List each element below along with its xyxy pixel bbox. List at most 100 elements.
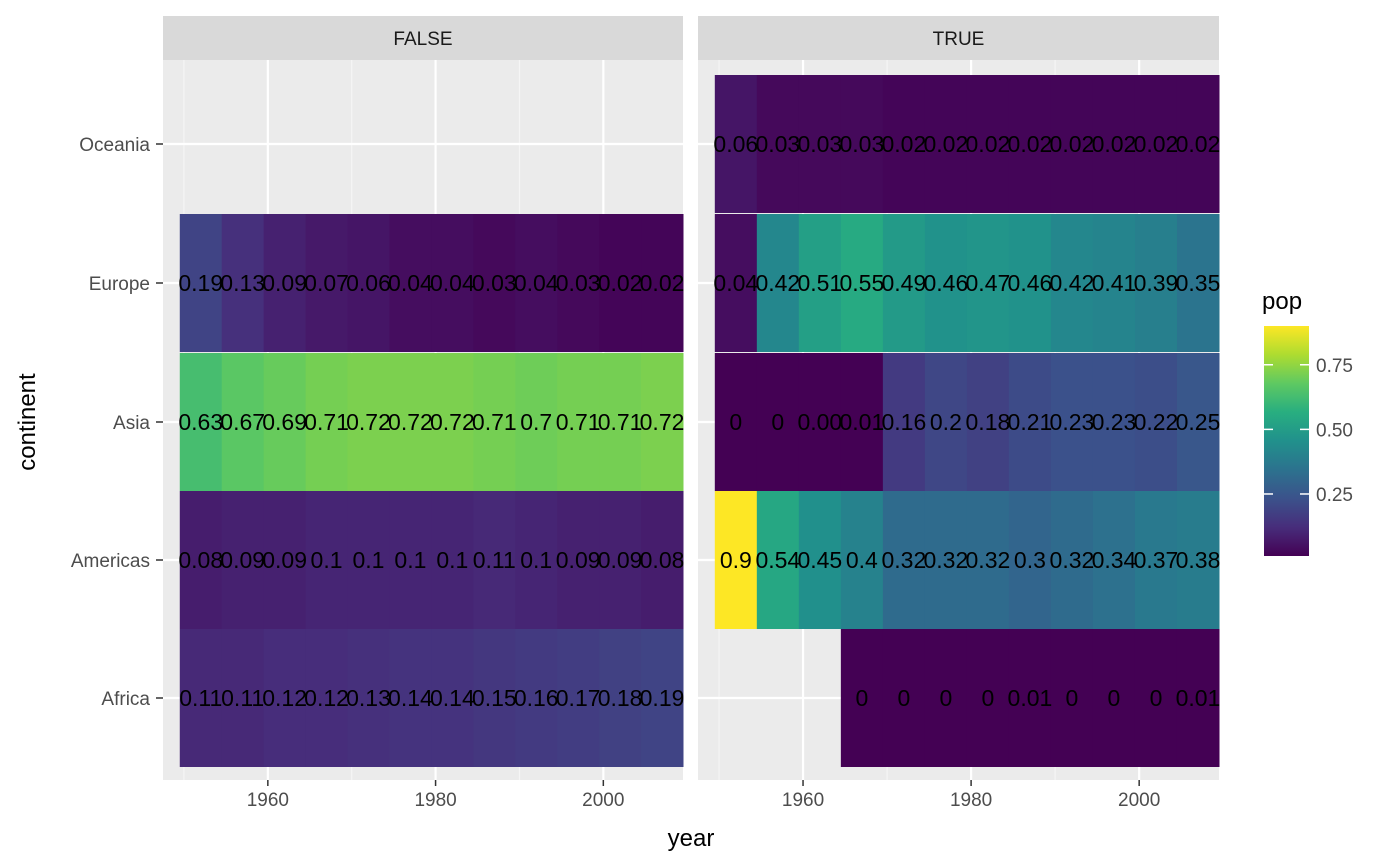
x-tick-label: 1960 (782, 790, 824, 811)
cell-value-label: 0.46 (1008, 270, 1053, 296)
cell-value-label: 0.1 (394, 547, 426, 573)
heatmap-cell (1050, 75, 1094, 213)
cell-value-label: 0.06 (346, 270, 391, 296)
cell-value-label: 0.1 (352, 547, 384, 573)
cell-value-label: 0.02 (881, 131, 926, 157)
y-axis-title: continent (14, 373, 41, 471)
heatmap-cell (966, 491, 1010, 629)
cell-value-label: 0.02 (966, 131, 1011, 157)
heatmap-cell (798, 353, 842, 491)
heatmap-cell (924, 214, 968, 352)
heatmap-cell (221, 491, 265, 629)
heatmap-cell (1176, 491, 1220, 629)
cell-value-label: 0.42 (755, 270, 800, 296)
heatmap-cell (840, 353, 884, 491)
heatmap-cell (1092, 75, 1136, 213)
cell-value-label: 0.9 (720, 547, 752, 573)
cell-value-label: 0.06 (713, 131, 758, 157)
cell-value-label: 0.45 (797, 547, 842, 573)
cell-value-label: 0 (897, 685, 910, 711)
heatmap-cell (1008, 491, 1052, 629)
heatmap-cell (305, 491, 349, 629)
cell-value-label: 0.04 (388, 270, 433, 296)
heatmap-cell (882, 75, 926, 213)
heatmap-cell (924, 75, 968, 213)
cell-value-label: 0.01 (1008, 685, 1053, 711)
cell-value-label: 0.09 (598, 547, 643, 573)
cell-value-label: 0.23 (1092, 409, 1137, 435)
heatmap-cell (557, 214, 600, 352)
cell-value-label: 0.02 (1008, 131, 1053, 157)
cell-value-label: 0.1 (311, 547, 343, 573)
heatmap-cell (389, 629, 432, 767)
cell-value-label: 0.07 (304, 270, 349, 296)
cell-value-label: 0.04 (430, 270, 475, 296)
cell-value-label: 0.02 (1176, 131, 1221, 157)
cell-value-label: 0.67 (220, 409, 265, 435)
heatmap-cell (179, 214, 223, 352)
cell-value-label: 0.47 (966, 270, 1011, 296)
heatmap-cell (641, 491, 684, 629)
cell-value-label: 0 (1066, 685, 1079, 711)
cell-value-label: 0.02 (1134, 131, 1179, 157)
heatmap-cell (924, 629, 968, 767)
heatmap-cell (966, 214, 1010, 352)
panel-false: FALSE0.110.110.120.120.130.140.140.150.1… (163, 16, 684, 780)
heatmap-cell (714, 214, 758, 352)
cell-value-label: 0.71 (598, 409, 643, 435)
cell-value-label: 0 (855, 685, 868, 711)
cell-value-label: 0.02 (1050, 131, 1095, 157)
heatmap-cell (798, 491, 842, 629)
heatmap-cell (1092, 629, 1136, 767)
heatmap-cell (599, 491, 642, 629)
cell-value-label: 0.72 (346, 409, 391, 435)
cell-value-label: 0.39 (1134, 270, 1179, 296)
heatmap-cell (1050, 491, 1094, 629)
cell-value-label: 0.25 (1176, 409, 1221, 435)
legend-title: pop (1262, 288, 1302, 315)
heatmap-cell (305, 353, 349, 491)
cell-value-label: 0.2 (930, 409, 962, 435)
cell-value-label: 0.13 (220, 270, 265, 296)
cell-value-label: 0 (771, 409, 784, 435)
heatmap-cell (1134, 75, 1178, 213)
heatmap-cell (473, 491, 516, 629)
cell-value-label: 0.04 (514, 270, 559, 296)
cell-value-label: 0.35 (1176, 270, 1221, 296)
cell-value-label: 0.21 (1008, 409, 1053, 435)
heatmap-cell (756, 491, 800, 629)
heatmap-cell (882, 353, 926, 491)
heatmap-cell (557, 353, 600, 491)
cell-value-label: 0 (729, 409, 742, 435)
cell-value-label: 0.18 (598, 685, 643, 711)
cell-value-label: 0.03 (556, 270, 601, 296)
cell-value-label: 0.12 (304, 685, 349, 711)
heatmap-cell (641, 629, 684, 767)
cell-value-label: 0.46 (924, 270, 969, 296)
legend-colorbar (1264, 326, 1309, 556)
heatmap-cell (389, 491, 432, 629)
heatmap-cell (1134, 214, 1178, 352)
heatmap-cell (179, 629, 223, 767)
heatmap-cell (347, 353, 390, 491)
cell-value-label: 0.4 (846, 547, 878, 573)
heatmap-cell (263, 214, 307, 352)
heatmap-cell (1092, 491, 1136, 629)
cell-value-label: 0.71 (556, 409, 601, 435)
cell-value-label: 0.00 (797, 409, 842, 435)
heatmap-cell (347, 214, 390, 352)
heatmap-cell (756, 214, 800, 352)
heatmap-cell (756, 75, 800, 213)
heatmap-cell (798, 75, 842, 213)
heatmap-cell (840, 491, 884, 629)
heatmap-cell (515, 353, 558, 491)
legend-tick-label: 0.75 (1316, 356, 1353, 377)
cell-value-label: 0.11 (179, 685, 222, 711)
heatmap-cell (347, 629, 390, 767)
legend-tick-label: 0.25 (1316, 485, 1353, 506)
y-tick-label: Asia (113, 413, 150, 434)
cell-value-label: 0.09 (220, 547, 265, 573)
cell-value-label: 0.09 (262, 547, 307, 573)
heatmap-cell (882, 214, 926, 352)
